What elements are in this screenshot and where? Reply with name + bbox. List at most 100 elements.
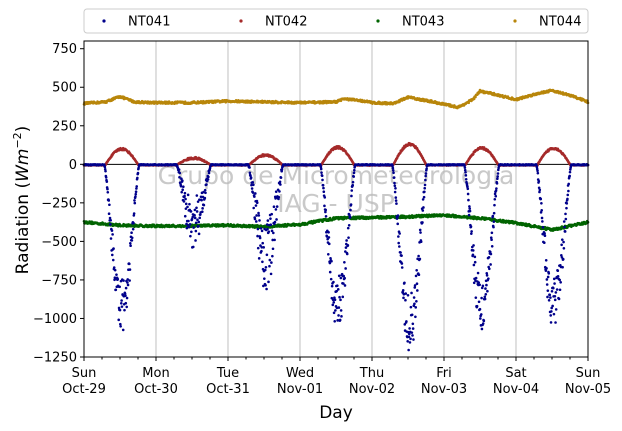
nt041-point: [112, 247, 115, 250]
nt041-point: [124, 286, 128, 290]
nt041-point: [405, 320, 408, 323]
nt041-point: [253, 217, 257, 221]
nt041-point: [424, 174, 427, 178]
nt041-point: [345, 252, 349, 256]
nt041-point: [554, 321, 557, 324]
nt041-point: [269, 272, 273, 276]
nt041-point: [108, 203, 111, 207]
nt041-point: [565, 202, 569, 205]
nt041-point: [187, 219, 190, 223]
nt041-point: [324, 214, 328, 218]
nt041-point: [329, 277, 333, 281]
nt041-point: [415, 282, 419, 286]
nt043-point: [189, 225, 193, 229]
nt041-point: [260, 249, 263, 253]
nt041-point: [103, 165, 107, 169]
nt041-point: [464, 174, 468, 177]
nt041-point: [541, 220, 544, 223]
nt041-point: [319, 167, 323, 171]
nt041-point: [186, 193, 190, 197]
nt041-point: [327, 236, 331, 239]
nt041-point: [496, 177, 499, 181]
nt041-point: [263, 277, 266, 280]
nt041-point: [194, 229, 198, 233]
nt041-point: [414, 274, 418, 278]
nt041-point: [262, 246, 265, 249]
nt041-point: [337, 274, 341, 278]
nt041-point: [273, 238, 276, 242]
nt041-point: [487, 277, 490, 280]
nt041-point: [412, 296, 416, 299]
nt041-point: [279, 176, 283, 179]
nt041-point: [126, 283, 130, 287]
nt041-point: [349, 203, 353, 206]
nt041-point: [114, 288, 118, 292]
nt041-point: [540, 201, 543, 205]
nt041-point: [185, 226, 189, 230]
nt041-point: [197, 224, 200, 228]
nt041-point: [344, 267, 347, 270]
nt041-point: [545, 283, 549, 286]
nt041-point: [410, 313, 414, 317]
nt041-point: [352, 171, 356, 175]
nt041-point: [349, 208, 352, 212]
nt041-point: [414, 315, 417, 319]
x-tick-day: Wed: [286, 366, 314, 381]
nt041-point: [338, 295, 341, 299]
nt041-point: [320, 174, 324, 178]
nt041-point: [467, 198, 470, 202]
nt041-point: [345, 239, 348, 242]
nt041-point: [552, 312, 556, 316]
nt041-point: [406, 339, 409, 343]
nt041-point: [348, 215, 352, 219]
nt041-point: [190, 230, 193, 234]
nt041-point: [399, 251, 402, 254]
nt041-point: [269, 217, 272, 220]
nt041-point: [183, 194, 186, 198]
nt041-point: [551, 286, 555, 290]
nt041-point: [410, 331, 414, 334]
nt041-point: [111, 233, 114, 236]
nt041-point: [327, 242, 331, 246]
nt041-point: [413, 302, 416, 306]
nt041-point: [544, 258, 548, 262]
nt041-point: [179, 184, 183, 188]
nt041-point: [272, 231, 275, 235]
nt041-point: [261, 241, 265, 245]
nt041-point: [492, 211, 496, 215]
nt041-point: [182, 200, 186, 203]
nt041-point: [407, 348, 410, 352]
nt041-point: [133, 201, 137, 205]
nt041-point: [333, 320, 337, 323]
nt041-point: [207, 171, 211, 175]
nt041-point: [351, 183, 355, 187]
nt041-point: [188, 222, 192, 226]
nt041-point: [205, 183, 208, 186]
nt041-point: [396, 222, 400, 226]
nt044-point: [467, 101, 471, 105]
nt041-point: [481, 284, 485, 288]
nt041-point: [564, 217, 568, 221]
y-tick-label: −500: [41, 235, 77, 250]
nt041-point: [491, 214, 495, 218]
nt041-point: [543, 234, 547, 238]
nt041-point: [321, 183, 325, 187]
nt041-point: [249, 176, 253, 180]
nt041-point: [422, 195, 426, 199]
nt041-point: [411, 334, 414, 337]
nt041-point: [488, 267, 491, 271]
nt041-point: [275, 205, 279, 208]
nt041-point: [542, 241, 546, 245]
nt041-point: [562, 246, 566, 250]
y-tick-label: −250: [41, 196, 77, 211]
nt041-point: [400, 262, 404, 265]
nt041-point: [423, 190, 426, 194]
nt041-point: [256, 227, 260, 231]
nt041-point: [332, 311, 336, 315]
nt041-point: [486, 289, 489, 293]
nt041-point: [475, 304, 479, 308]
nt041-point: [485, 274, 489, 277]
nt041-point: [391, 166, 395, 170]
nt043-point: [328, 216, 332, 220]
